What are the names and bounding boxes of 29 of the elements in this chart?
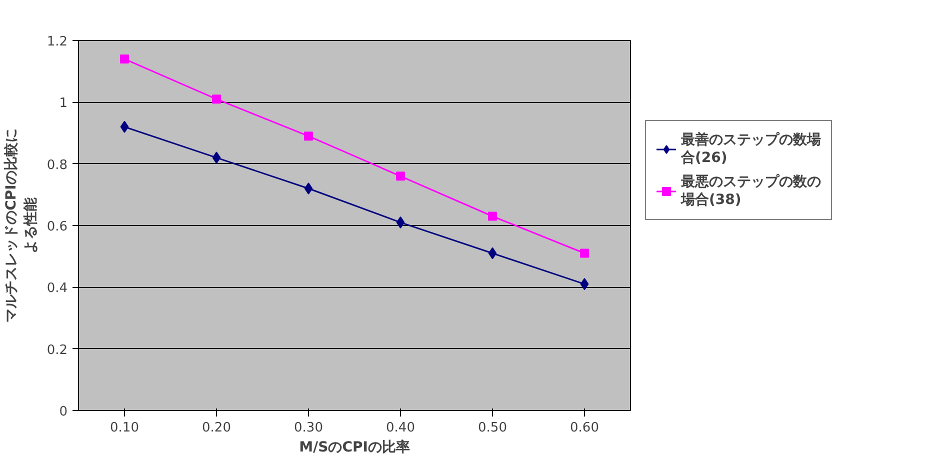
x-tick-label: 0.30 [294, 420, 323, 436]
x-tick-label: 0.10 [110, 420, 139, 436]
y-tick-label: 0.6 [46, 220, 68, 234]
x-axis-title: M/SのCPIの比率 [299, 438, 410, 456]
point [304, 182, 313, 194]
y-tick-label: 0.8 [46, 158, 68, 173]
y-tick-label: 1 [59, 96, 68, 112]
x-tick-label: 0.20 [202, 420, 231, 436]
point [396, 172, 405, 181]
point [212, 152, 221, 164]
y-axis-title: マルチスレッドのCPIの比較による性能 [4, 128, 39, 322]
point [580, 248, 589, 258]
point [212, 94, 221, 104]
point [580, 278, 589, 290]
point [304, 132, 313, 141]
x-tick-label: 0.50 [478, 420, 507, 436]
legend-label: 最善のステップの数場合(26) [681, 131, 821, 167]
legend-label: 最悪のステップの数の場合(38) [681, 173, 821, 209]
point [488, 212, 497, 221]
y-tick-label: 1.2 [46, 34, 68, 50]
y-tick-label: 0.2 [46, 342, 68, 358]
point [120, 54, 129, 64]
y-tick-label: 0.4 [46, 281, 68, 296]
point [120, 120, 129, 133]
y-tick-label: 0 [59, 404, 68, 420]
point [488, 247, 497, 260]
x-tick-label: 0.60 [570, 420, 599, 436]
x-tick-label: 0.40 [386, 420, 415, 436]
point [396, 216, 405, 228]
